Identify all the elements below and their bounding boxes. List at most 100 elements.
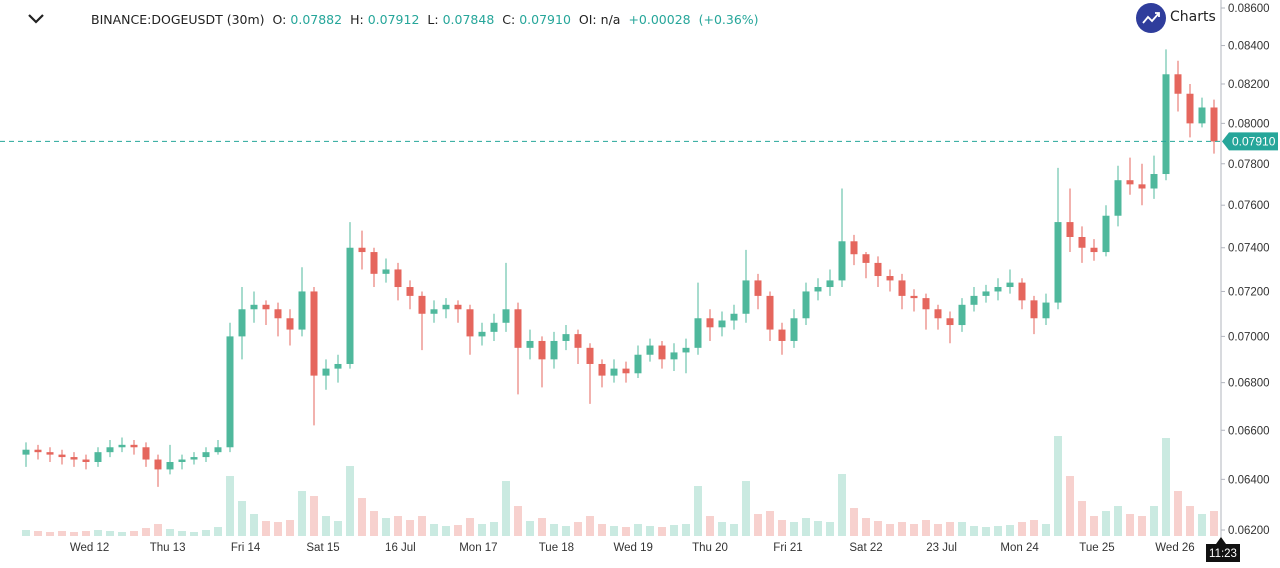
price-axis[interactable]: 0.08600 0.08400 0.08200 0.08000 0.07800 0.076… xyxy=(1221,3,1270,537)
close-label: C: xyxy=(502,12,516,27)
volume-bar xyxy=(826,522,834,536)
candle-body xyxy=(1102,215,1110,253)
candle-body xyxy=(82,459,90,462)
volume-bar xyxy=(46,532,54,536)
candle-body xyxy=(850,241,858,255)
candle-body xyxy=(634,354,642,374)
volume-bar xyxy=(94,530,102,536)
candle-body xyxy=(454,304,462,310)
price-tick-label: 0.06800 xyxy=(1228,378,1270,390)
volume-bar xyxy=(898,522,906,536)
candle-body xyxy=(778,329,786,341)
volume-bar xyxy=(490,522,498,536)
volume-bar xyxy=(382,518,390,536)
candle-body xyxy=(406,287,414,296)
volume-bar xyxy=(262,521,270,536)
volume-bar xyxy=(1162,438,1170,536)
time-axis[interactable]: Wed 12 Thu 13 Fri 14 Sat 15 16 Jul Mon 17 Tue … xyxy=(70,542,1195,554)
candle-body xyxy=(346,247,354,364)
volume-bar xyxy=(406,520,414,536)
candle-body xyxy=(562,334,570,341)
volume-bar xyxy=(226,476,234,536)
price-tick-label: 0.06600 xyxy=(1228,425,1270,437)
volume-bar xyxy=(658,527,666,536)
oi-label: OI: xyxy=(578,12,597,27)
symbol-name[interactable]: BINANCE:DOGEUSDT (30m) xyxy=(91,12,265,27)
candle-body xyxy=(1078,237,1086,248)
volume-bar xyxy=(58,531,66,536)
logo-text: Charts xyxy=(1170,9,1216,25)
candle-body xyxy=(1126,180,1134,185)
candle-body xyxy=(514,309,522,348)
candle-body xyxy=(1210,107,1218,142)
price-tick-label: 0.08200 xyxy=(1228,79,1270,91)
volume-bar xyxy=(310,496,318,536)
candle-body xyxy=(1186,93,1194,124)
volume-bar xyxy=(346,466,354,536)
time-tick-label: Fri 14 xyxy=(231,542,261,554)
volume-bar xyxy=(1114,506,1122,536)
candle-body xyxy=(958,304,966,326)
volume-bar xyxy=(934,524,942,536)
time-tick-label: 23 Jul xyxy=(926,542,957,554)
time-tick-label: Wed 26 xyxy=(1155,542,1194,554)
chevron-down-icon[interactable] xyxy=(26,9,46,29)
volume-bar xyxy=(1150,506,1158,536)
candle-body xyxy=(622,368,630,374)
candle-body xyxy=(574,334,582,348)
price-tick-label: 0.08600 xyxy=(1228,3,1270,15)
candle-body xyxy=(94,452,102,462)
volume-bar xyxy=(742,481,750,536)
volume-bar xyxy=(946,522,954,536)
volume-bar xyxy=(286,520,294,536)
volume-bar xyxy=(802,518,810,536)
volume-bar xyxy=(754,514,762,536)
candle-body xyxy=(1054,222,1062,303)
volume-bar xyxy=(910,524,918,536)
volume-bar xyxy=(70,532,78,536)
candle-body xyxy=(310,291,318,376)
candle-body xyxy=(430,309,438,314)
volume-bar xyxy=(298,491,306,536)
time-tick-label: Tue 18 xyxy=(539,542,574,554)
volume-bar xyxy=(1018,522,1026,536)
volume-bar xyxy=(1102,511,1110,536)
volume-bar xyxy=(778,520,786,536)
candle-body xyxy=(46,452,54,455)
charts-logo-icon[interactable] xyxy=(1136,3,1166,33)
candle-body xyxy=(22,449,30,455)
volume-bar xyxy=(502,481,510,536)
candle-body xyxy=(670,352,678,360)
volume-bar xyxy=(478,524,486,536)
candle-body xyxy=(754,280,762,296)
candle-body xyxy=(274,309,282,319)
candle-body xyxy=(742,280,750,314)
volume-bar xyxy=(1138,516,1146,536)
candle-body xyxy=(214,447,222,453)
volume-bar xyxy=(550,524,558,536)
candle-body xyxy=(1198,107,1206,124)
volume-bar xyxy=(166,529,174,536)
candle-body xyxy=(298,291,306,330)
candle-body xyxy=(1174,74,1182,94)
time-tick-label: Mon 17 xyxy=(459,542,497,554)
oi-value: n/a xyxy=(600,12,621,27)
candle-body xyxy=(1090,247,1098,253)
open-value: 0.07882 xyxy=(290,12,343,27)
volume-bar xyxy=(442,526,450,536)
volume-bar xyxy=(130,531,138,536)
price-tick-label: 0.07600 xyxy=(1228,200,1270,212)
candle-body xyxy=(142,447,150,460)
time-tick-label: Wed 19 xyxy=(613,542,652,554)
candle-body xyxy=(190,457,198,460)
candle-body xyxy=(154,459,162,470)
volume-bar xyxy=(526,521,534,536)
candle-body xyxy=(898,280,906,296)
candle-body xyxy=(862,254,870,263)
volume-bar xyxy=(430,524,438,536)
volume-bar xyxy=(598,524,606,536)
price-tick-label: 0.06400 xyxy=(1228,474,1270,486)
volume-bar xyxy=(118,532,126,536)
volume-bar xyxy=(358,498,366,536)
